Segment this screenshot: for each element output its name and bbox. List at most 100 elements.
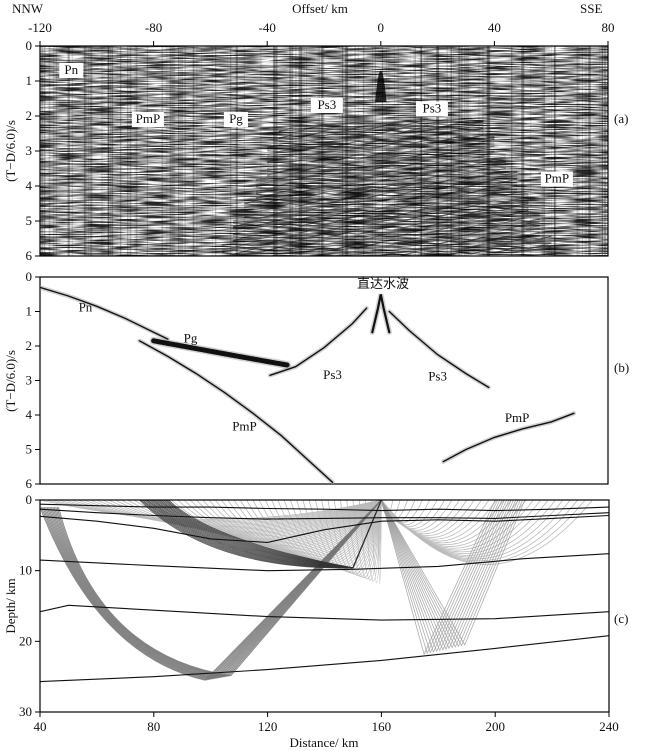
seismic-band [278,119,484,132]
y-tick-label: 1 [26,73,33,88]
pmp-ray [40,500,382,681]
interface-line [40,503,609,512]
pmp-ray [381,500,505,653]
pmp-ray [381,500,512,651]
interface-line [40,604,609,621]
seismic-trace [487,46,491,256]
seismic-band [244,190,518,206]
seismic-band [267,156,506,170]
seismic-band [244,201,529,218]
seismic-band [255,174,518,190]
pg-ray [168,500,382,569]
y-tick-label: 1 [26,304,33,319]
phase-label: Ps3 [317,97,336,112]
ray-path [377,500,382,584]
ray-path [315,500,382,572]
panel-a-y-axis: 0 1 2 3 4 5 6 [26,38,40,263]
panel-a-label: (a) [614,111,628,126]
seismic-image [40,46,608,256]
ray-path [252,500,382,560]
seismic-band [267,158,506,173]
pmp-ray [50,500,382,678]
pmp-ray [381,500,510,651]
panel-a-title: Offset/ km [292,1,348,16]
seismic-trace [345,46,349,256]
seismic-band [267,163,506,177]
seismic-band [233,221,540,239]
velocity-interfaces [40,503,609,683]
pmp-ray [381,500,517,649]
panel-c-y-axis: 0 10 20 30 [19,492,40,719]
y-tick-label: 5 [26,213,33,228]
seismic-band [250,241,552,256]
seismic-trace [521,46,525,256]
seismic-band [255,165,506,181]
y-tick-label: 3 [26,373,33,388]
pmp-ray [55,500,382,677]
seismic-band [267,148,495,163]
phase-label-box [540,171,573,187]
ray-path [321,500,382,574]
seismic-band [222,238,552,256]
y-tick-label: 10 [19,563,32,578]
pmp-ray [381,500,498,655]
phase-label: PmP [545,171,570,186]
pmp-ray [53,500,382,678]
y-tick-label: 4 [26,407,33,422]
ray-path [352,500,382,579]
seismic-band [255,171,518,187]
panel-b-label: (b) [614,360,629,375]
seismic-band [267,137,495,150]
pmp-ray [381,500,501,654]
panel-c-xlabel: Distance/ km [290,735,359,750]
phase-label-box [59,63,84,78]
series-line [388,310,490,389]
seismic-band [267,141,495,156]
ray-path [239,500,382,558]
seismic-band [278,120,484,134]
x-tick-label: 160 [372,719,392,734]
pmp-ray [52,500,382,678]
series-label: Pg [184,331,198,346]
ray-path [183,500,382,548]
panel-a-ylabel: (T−D/6.0)/s [3,120,18,182]
interface-line [40,514,609,543]
ray-path [340,500,382,577]
phase-label: Pn [64,62,78,77]
series-label: Pn [79,300,93,315]
x-tick-label: 200 [485,719,505,734]
seismic-band [278,127,484,141]
panel-b-ylabel: (T−D/6.0)/s [3,350,18,412]
y-tick-label: 6 [26,476,33,491]
series-line [40,286,169,340]
top-left-label: NNW [12,1,44,16]
ray-path [89,500,382,530]
panel-c-label: (c) [614,611,628,626]
y-tick-label: 3 [26,143,33,158]
seismic-band [267,134,495,149]
y-tick-label: 0 [26,38,33,53]
y-tick-label: 30 [19,704,32,719]
seismic-band [267,161,506,176]
x-tick-label: 40 [34,719,47,734]
seismic-band [244,198,529,215]
series-line [371,294,391,334]
y-tick-label: 6 [26,248,33,263]
x-tick-label: 120 [258,719,278,734]
seismic-band [244,194,529,211]
seismic-band [267,152,506,166]
panel-a: NNW SSE Offset/ km -120 -80 -40 0 40 80 0 1 2 3 4… [3,1,628,263]
pmp-ray [381,500,507,652]
pmp-ray [381,500,519,648]
annotation-direct-water-wave: 直达水波 [357,276,409,291]
phase-label-box [310,98,343,113]
y-tick-label: 5 [26,442,33,457]
seismic-band [255,181,518,197]
seismic-band [267,145,495,160]
seismic-band [267,151,495,164]
x-tick-label: 0 [378,20,385,35]
seismic-band [278,126,484,139]
seismic-band [267,138,495,153]
pmp-ray [381,500,503,654]
